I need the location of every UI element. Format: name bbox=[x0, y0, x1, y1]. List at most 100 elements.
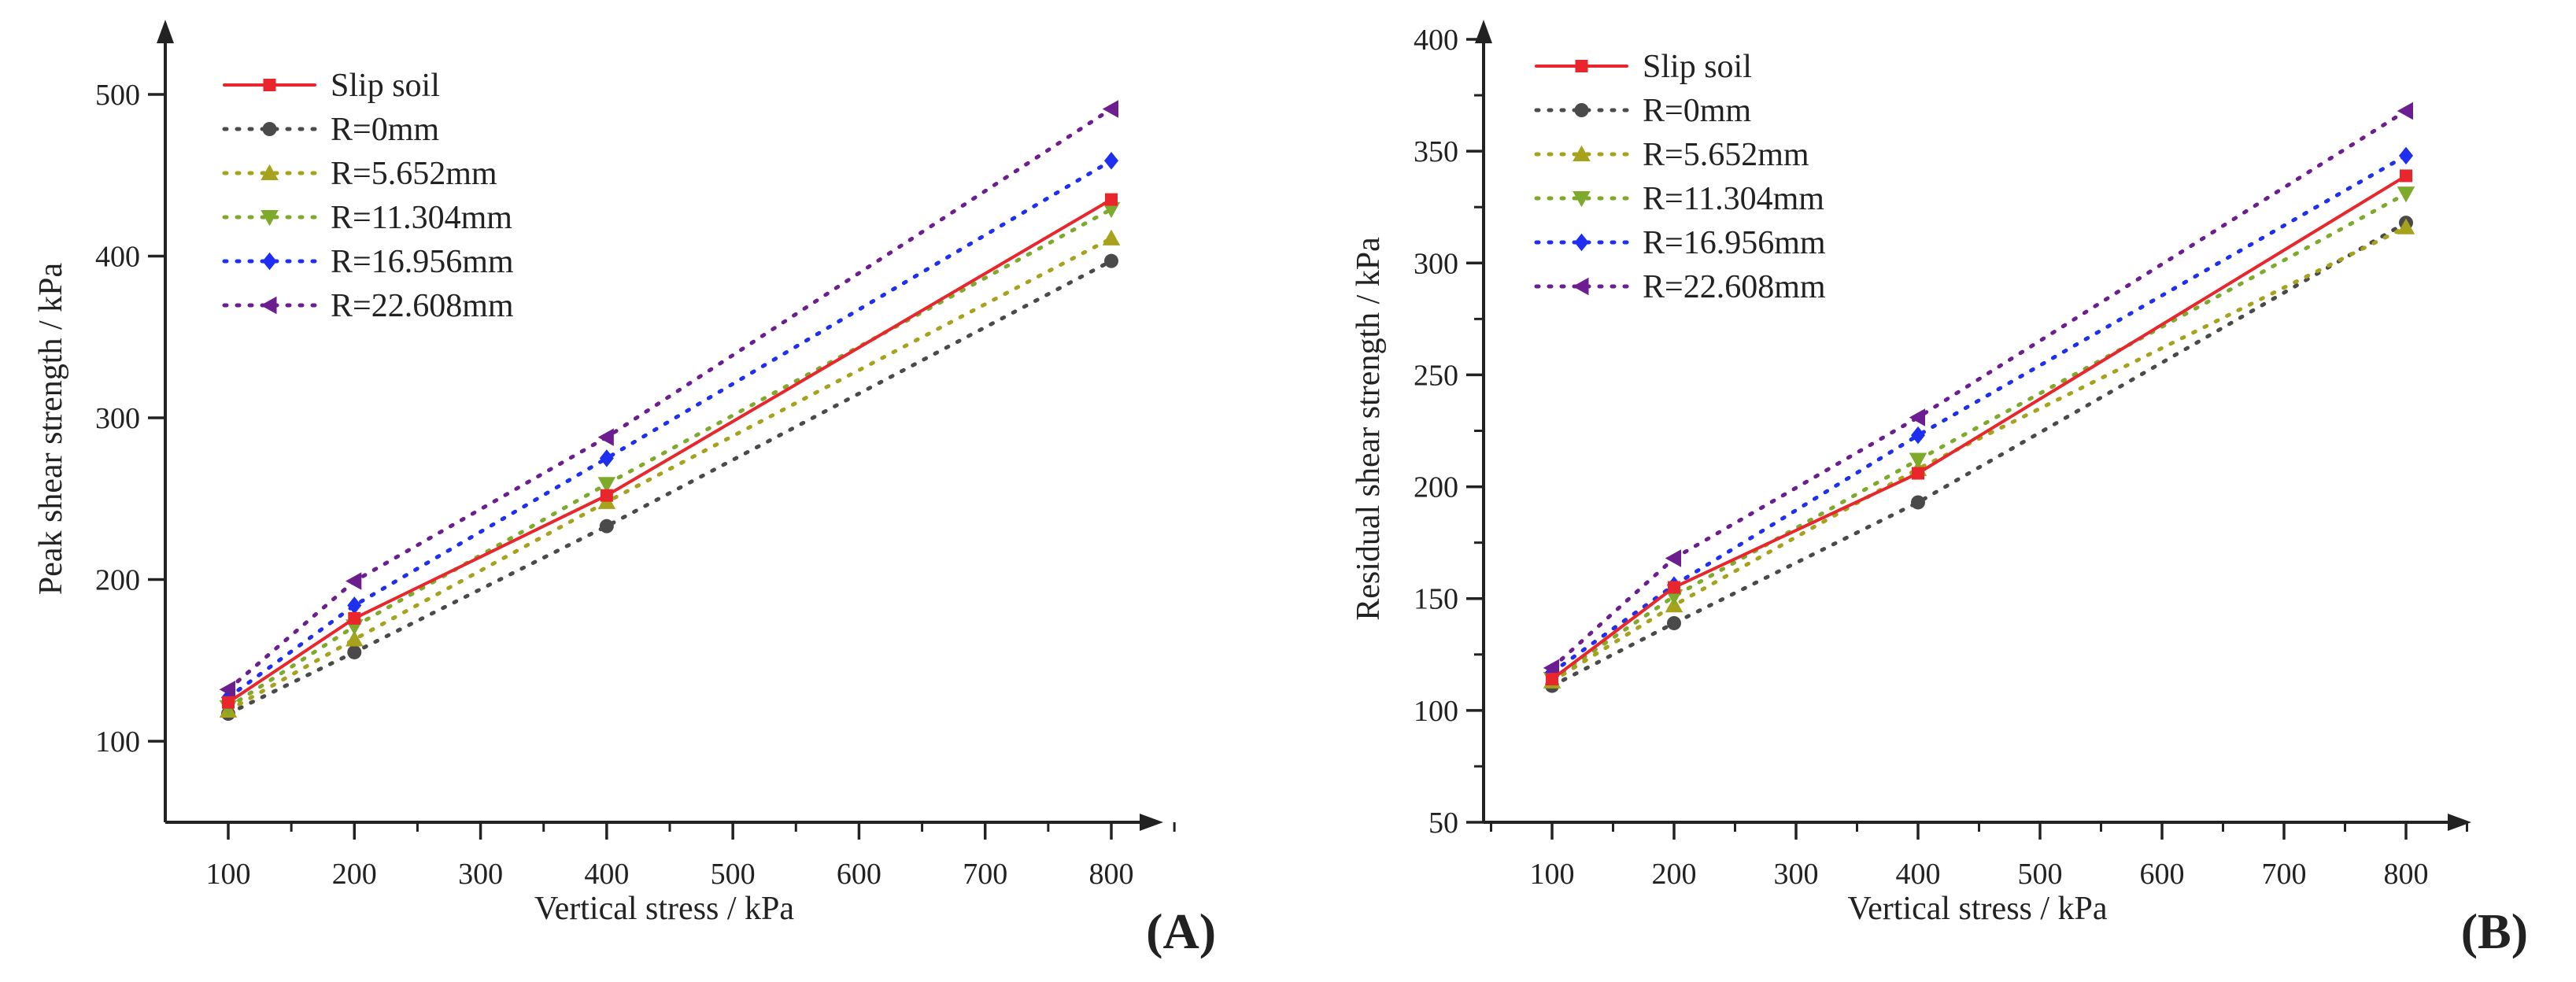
legend-label: Slip soil bbox=[331, 68, 440, 104]
x-tick-label: 800 bbox=[2384, 858, 2429, 891]
x-tick-label: 100 bbox=[206, 858, 251, 891]
chart-panel-b: 100 200 300 400 500 600 700 800 50 100 150 200 250 30… bbox=[1351, 20, 2528, 959]
data-point bbox=[1909, 408, 1925, 426]
data-point bbox=[1667, 615, 1681, 630]
legend-item: R=11.304mm bbox=[222, 200, 512, 236]
data-point bbox=[1102, 201, 1121, 219]
data-point bbox=[1104, 152, 1118, 170]
data-point bbox=[597, 428, 614, 446]
x-tick-label: 400 bbox=[584, 858, 629, 891]
legend-label: R=16.956mm bbox=[331, 244, 514, 280]
legend-item: R=0mm bbox=[222, 112, 439, 148]
legend-label: Slip soil bbox=[1643, 49, 1752, 85]
x-tick-label: 700 bbox=[963, 858, 1007, 891]
x-tick-label: 300 bbox=[458, 858, 503, 891]
data-point bbox=[219, 680, 235, 699]
data-point bbox=[2397, 102, 2413, 120]
legend-label: R=11.304mm bbox=[331, 200, 512, 236]
y-axis-title: Residual shear strength / kPa bbox=[1351, 237, 1387, 621]
legend-label: R=0mm bbox=[1643, 93, 1751, 129]
legend-marker bbox=[262, 252, 277, 271]
data-point bbox=[1909, 452, 1927, 469]
series-line bbox=[1550, 225, 2408, 684]
legend-item: R=22.608mm bbox=[1534, 269, 1826, 305]
data-point bbox=[1104, 253, 1118, 268]
data-point bbox=[222, 696, 235, 709]
panel-label: (B) bbox=[2461, 903, 2528, 959]
legend-label: R=11.304mm bbox=[1643, 181, 1824, 217]
panel-label: (A) bbox=[1146, 903, 1216, 959]
data-point bbox=[347, 644, 362, 659]
x-tick-label: 500 bbox=[2018, 858, 2063, 891]
legend-item: R=5.652mm bbox=[222, 156, 497, 192]
data-point bbox=[599, 449, 614, 467]
y-tick-label: 100 bbox=[1414, 695, 1458, 728]
x-axis-title: Vertical stress / kPa bbox=[534, 891, 794, 927]
data-point bbox=[2399, 146, 2413, 165]
x-tick-label: 300 bbox=[1774, 858, 1819, 891]
data-point bbox=[2400, 169, 2412, 183]
y-tick-label: 500 bbox=[95, 79, 140, 112]
series-line bbox=[226, 106, 1114, 692]
data-point bbox=[347, 596, 362, 615]
x-tick-label: 600 bbox=[837, 858, 881, 891]
data-point bbox=[1546, 673, 1558, 686]
legend-label: R=22.608mm bbox=[331, 288, 514, 324]
y-tick-label: 400 bbox=[1414, 24, 1458, 57]
legend-item: R=0mm bbox=[1534, 93, 1751, 129]
series-line bbox=[226, 259, 1114, 716]
data-point bbox=[348, 611, 361, 625]
data-point bbox=[1543, 659, 1559, 677]
legend-marker bbox=[1574, 233, 1589, 252]
legend-item: R=5.652mm bbox=[1534, 137, 1809, 173]
chart-panel-a: 100 200 300 400 500 600 700 800100200300400500V… bbox=[33, 20, 1216, 959]
legend-marker bbox=[263, 79, 276, 91]
legend: Slip soil R=0mm R=5.652mm R=11.304mm R=16.95… bbox=[1534, 49, 1826, 305]
series-slip-soil bbox=[1546, 169, 2412, 686]
y-tick-label: 150 bbox=[1414, 583, 1458, 616]
y-axis-arrow bbox=[157, 20, 174, 43]
series-line bbox=[226, 236, 1114, 713]
data-point bbox=[600, 489, 613, 502]
data-point bbox=[2397, 186, 2415, 203]
legend-item: R=16.956mm bbox=[222, 244, 514, 280]
series-line bbox=[1550, 109, 2408, 670]
x-tick-label: 800 bbox=[1089, 858, 1134, 891]
y-tick-label: 100 bbox=[95, 725, 140, 759]
y-tick-label: 250 bbox=[1414, 359, 1458, 392]
series-r-22-608mm bbox=[219, 100, 1118, 699]
x-tick-label: 400 bbox=[1896, 858, 1941, 891]
x-axis-title: Vertical stress / kPa bbox=[1847, 891, 2107, 927]
axes: 100 200 300 400 500 600 700 800 100 200 300 400 500 bbox=[95, 20, 1176, 891]
x-tick-label: 100 bbox=[1530, 858, 1575, 891]
data-point bbox=[1102, 100, 1118, 118]
y-tick-label: 400 bbox=[95, 241, 140, 274]
legend-marker bbox=[261, 210, 279, 227]
data-point bbox=[1911, 426, 1925, 445]
legend-marker bbox=[262, 122, 277, 136]
data-point bbox=[599, 519, 614, 533]
legend-label: R=16.956mm bbox=[1643, 225, 1826, 261]
legend-label: R=5.652mm bbox=[331, 156, 497, 192]
x-axis-arrow bbox=[2448, 814, 2471, 831]
legend-marker bbox=[1573, 277, 1589, 296]
x-axis-arrow bbox=[1140, 814, 1163, 831]
series-r-22-608mm bbox=[1543, 102, 2413, 677]
y-tick-label: 350 bbox=[1414, 135, 1458, 168]
data-point bbox=[1912, 467, 1924, 480]
series-line bbox=[1550, 174, 2408, 681]
y-tick-label: 300 bbox=[95, 402, 140, 435]
data-point bbox=[1102, 229, 1121, 246]
axes: 100 200 300 400 500 600 700 800 50 100 150 200 250 30… bbox=[1414, 20, 2471, 891]
x-tick-label: 500 bbox=[711, 858, 756, 891]
legend: Slip soil R=0mm R=5.652mm R=11.304mm R=16.95… bbox=[222, 68, 514, 324]
y-axis-title: Peak shear strength / kPa bbox=[33, 263, 69, 596]
series-line bbox=[226, 207, 1114, 710]
data-point bbox=[346, 630, 364, 647]
series-line bbox=[227, 198, 1113, 704]
series-line bbox=[1550, 153, 2408, 675]
data-point bbox=[1105, 193, 1118, 206]
legend-marker bbox=[1573, 191, 1591, 208]
legend-item: R=22.608mm bbox=[222, 288, 514, 324]
